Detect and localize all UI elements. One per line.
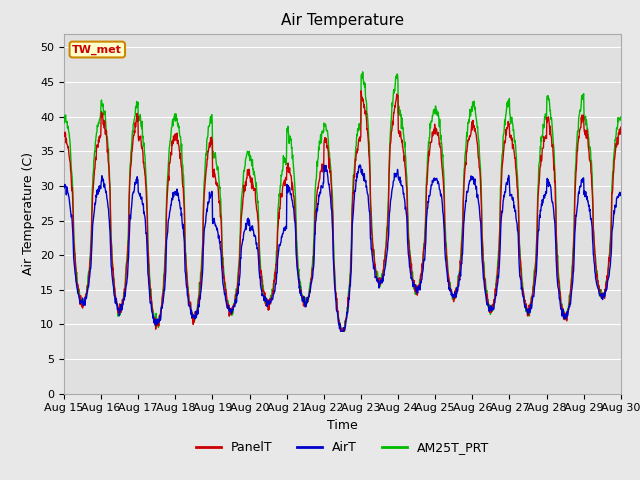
Text: TW_met: TW_met: [72, 44, 122, 55]
X-axis label: Time: Time: [327, 419, 358, 432]
Y-axis label: Air Temperature (C): Air Temperature (C): [22, 152, 35, 275]
Title: Air Temperature: Air Temperature: [281, 13, 404, 28]
Legend: PanelT, AirT, AM25T_PRT: PanelT, AirT, AM25T_PRT: [191, 436, 494, 459]
